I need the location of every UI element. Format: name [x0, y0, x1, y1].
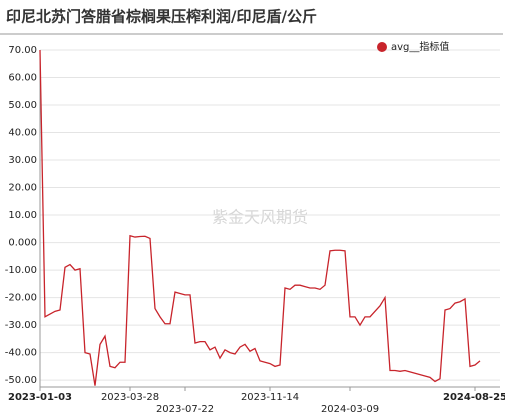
legend-marker	[377, 42, 387, 52]
x-tick-label: 2023-03-28	[101, 392, 159, 403]
y-tick-label: 20.00	[8, 183, 37, 194]
watermark: 紫金天风期货	[212, 208, 308, 227]
x-tick-label: 2023-01-03	[8, 392, 72, 403]
y-tick-label: -40.00	[5, 348, 37, 359]
y-tick-label: -20.00	[5, 293, 37, 304]
y-tick-label: -50.00	[5, 375, 37, 386]
x-tick-label: 2024-08-25	[443, 392, 505, 403]
x-tick-label: 2023-11-14	[241, 392, 299, 403]
y-tick-label: 70.00	[8, 45, 37, 56]
series-line	[39, 49, 481, 386]
y-tick-label: -30.00	[5, 320, 37, 331]
y-tick-label: 40.00	[8, 128, 37, 139]
y-tick-label: 50.00	[8, 100, 37, 111]
y-tick-label: 0.000	[8, 238, 37, 249]
x-tick-label: 2024-03-09	[321, 404, 379, 415]
y-tick-label: 30.00	[8, 155, 37, 166]
chart-title: 印尼北苏门答腊省棕榈果压榨利润/印尼盾/公斤	[6, 8, 317, 26]
y-tick-label: 60.00	[8, 73, 37, 84]
legend-label: avg__指标值	[391, 40, 449, 53]
x-tick-label: 2023-07-22	[156, 404, 214, 415]
y-tick-label: 10.00	[8, 210, 37, 221]
y-tick-label: -10.00	[5, 265, 37, 276]
